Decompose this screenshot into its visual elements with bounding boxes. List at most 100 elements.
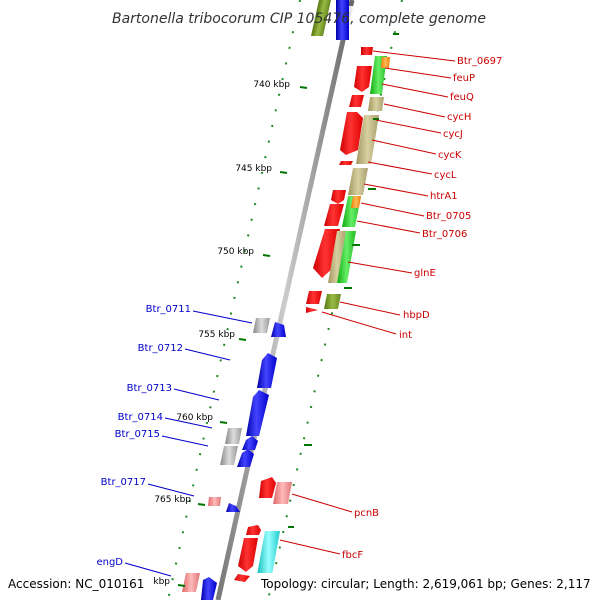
leader-cych bbox=[383, 103, 446, 118]
leader-btr-0713 bbox=[173, 388, 220, 401]
leader-hbpd bbox=[339, 301, 401, 316]
feature-cych-khaki[interactable] bbox=[368, 97, 384, 111]
map-title: Bartonella tribocorum CIP 105476, comple… bbox=[112, 11, 486, 27]
label-feuq[interactable]: feuQ bbox=[450, 92, 474, 103]
feature-btr-0715-grey[interactable] bbox=[220, 446, 238, 465]
feature-engd-pink[interactable] bbox=[182, 573, 200, 592]
kbp-label-745: 745 kbp bbox=[235, 164, 272, 174]
label-htra1[interactable]: htrA1 bbox=[430, 191, 458, 202]
label-btr-0712[interactable]: Btr_0712 bbox=[138, 343, 183, 354]
gene-btr-0697[interactable] bbox=[361, 47, 373, 55]
scale-ticks bbox=[177, 33, 399, 587]
gene-pcnb[interactable] bbox=[259, 477, 276, 498]
gene-int[interactable] bbox=[306, 307, 318, 313]
feature-btr-0717-pink[interactable] bbox=[208, 497, 221, 506]
gene-htra1[interactable] bbox=[331, 190, 346, 204]
gene-feup[interactable] bbox=[354, 66, 372, 92]
leader-btr-0715 bbox=[161, 435, 209, 447]
gene-hbpd[interactable] bbox=[306, 291, 322, 304]
feature-cycl-khaki[interactable] bbox=[348, 168, 368, 195]
label-pcnb[interactable]: pcnB bbox=[354, 508, 379, 519]
leader-cyck bbox=[371, 139, 437, 155]
gene-cycl[interactable] bbox=[339, 161, 353, 165]
label-engd[interactable]: engD bbox=[96, 557, 123, 568]
leader-pcnb bbox=[291, 493, 353, 513]
leader-engd bbox=[124, 562, 172, 577]
gene-btr-0711[interactable] bbox=[271, 322, 286, 337]
leader-cycj bbox=[375, 119, 442, 134]
leader-int bbox=[321, 311, 397, 335]
feature-feup-orange[interactable] bbox=[381, 57, 390, 68]
kbp-label-755: 755 kbp bbox=[198, 330, 235, 340]
kbp-label-740: 740 kbp bbox=[253, 80, 290, 90]
feature-top-blue[interactable] bbox=[336, 0, 349, 40]
gene-btr-0717[interactable] bbox=[226, 503, 240, 512]
label-hbpd[interactable]: hbpD bbox=[403, 310, 430, 321]
label-btr-0697[interactable]: Btr_0697 bbox=[457, 56, 502, 67]
gene-btr-0713[interactable] bbox=[246, 390, 269, 436]
label-cyck[interactable]: cycK bbox=[438, 150, 462, 161]
label-fbcf[interactable]: fbcF bbox=[342, 550, 363, 561]
label-btr-0714[interactable]: Btr_0714 bbox=[118, 412, 163, 423]
label-cycj[interactable]: cycJ bbox=[443, 129, 463, 140]
feature-fbcf-cyan[interactable] bbox=[257, 531, 280, 575]
footer-backdrop-left bbox=[4, 573, 152, 593]
gene-btr-0715[interactable] bbox=[237, 449, 254, 467]
tick-770 bbox=[177, 584, 186, 587]
leader-btr-0712 bbox=[184, 348, 231, 361]
gene-cycj[interactable] bbox=[340, 112, 363, 155]
tick-745 bbox=[279, 171, 288, 174]
leader-feup bbox=[384, 67, 452, 79]
forward-gene-label-text: Btr_0697 feuP feuQ cycH cycJ cycK cycL h… bbox=[342, 56, 502, 561]
tick-750 bbox=[262, 254, 271, 257]
leader-btr-0705 bbox=[360, 202, 425, 217]
label-cycl[interactable]: cycL bbox=[434, 170, 457, 181]
gene-fbcf-a[interactable] bbox=[246, 525, 261, 535]
feature-glne-khaki[interactable] bbox=[328, 231, 346, 283]
feature-glne-green[interactable] bbox=[337, 231, 356, 283]
reverse-gene-labels bbox=[124, 310, 253, 577]
label-cych[interactable]: cycH bbox=[447, 112, 471, 123]
leader-btr-0706 bbox=[356, 220, 421, 234]
feature-hbpd-olive[interactable] bbox=[324, 294, 341, 309]
label-btr-0706[interactable]: Btr_0706 bbox=[422, 229, 467, 240]
label-btr-0711[interactable]: Btr_0711 bbox=[146, 304, 191, 315]
gene-btr-0712[interactable] bbox=[257, 353, 277, 388]
genome-backbone bbox=[215, 0, 355, 600]
tick-740 bbox=[299, 86, 308, 89]
feature-top-olive[interactable] bbox=[311, 0, 331, 36]
leader-btr-0714 bbox=[164, 417, 213, 429]
feature-btr-0714-grey[interactable] bbox=[225, 428, 242, 444]
accession-text: Accession: NC_010161 bbox=[8, 577, 144, 591]
feature-pcnb-pink[interactable] bbox=[273, 482, 292, 504]
label-glne[interactable]: glnE bbox=[414, 268, 436, 279]
gene-cych[interactable] bbox=[349, 95, 364, 107]
gene-btr-0714[interactable] bbox=[242, 436, 258, 450]
gene-btr-0705[interactable] bbox=[324, 204, 344, 226]
kbp-label-760: 760 kbp bbox=[176, 413, 213, 423]
feature-btr-0705-orange[interactable] bbox=[351, 196, 361, 208]
feature-cycj-khaki[interactable] bbox=[356, 115, 379, 164]
tick-760 bbox=[219, 421, 228, 424]
label-btr-0713[interactable]: Btr_0713 bbox=[127, 383, 172, 394]
forward-gene-labels bbox=[279, 50, 456, 555]
label-feup[interactable]: feuP bbox=[453, 73, 475, 84]
label-btr-0717[interactable]: Btr_0717 bbox=[101, 477, 146, 488]
gene-engd[interactable] bbox=[201, 577, 217, 600]
topology-text: Topology: circular; Length: 2,619,061 bp… bbox=[260, 577, 591, 591]
footer-backdrop-right bbox=[256, 573, 596, 593]
gene-fbcf-b[interactable] bbox=[238, 538, 258, 572]
reverse-gene-label-text: Btr_0711 Btr_0712 Btr_0713 Btr_0714 Btr_… bbox=[96, 304, 191, 568]
leader-glne bbox=[347, 261, 413, 274]
feature-btr-0711-grey[interactable] bbox=[253, 318, 270, 333]
leader-cycl bbox=[367, 161, 433, 175]
label-btr-0705[interactable]: Btr_0705 bbox=[426, 211, 471, 222]
leader-feuq bbox=[381, 83, 449, 98]
label-btr-0715[interactable]: Btr_0715 bbox=[115, 429, 160, 440]
kbp-label-765: 765 kbp bbox=[154, 495, 191, 505]
label-int[interactable]: int bbox=[399, 330, 412, 341]
gene-fbcf-c[interactable] bbox=[234, 574, 250, 582]
tick-765 bbox=[197, 503, 206, 506]
features bbox=[182, 0, 390, 600]
